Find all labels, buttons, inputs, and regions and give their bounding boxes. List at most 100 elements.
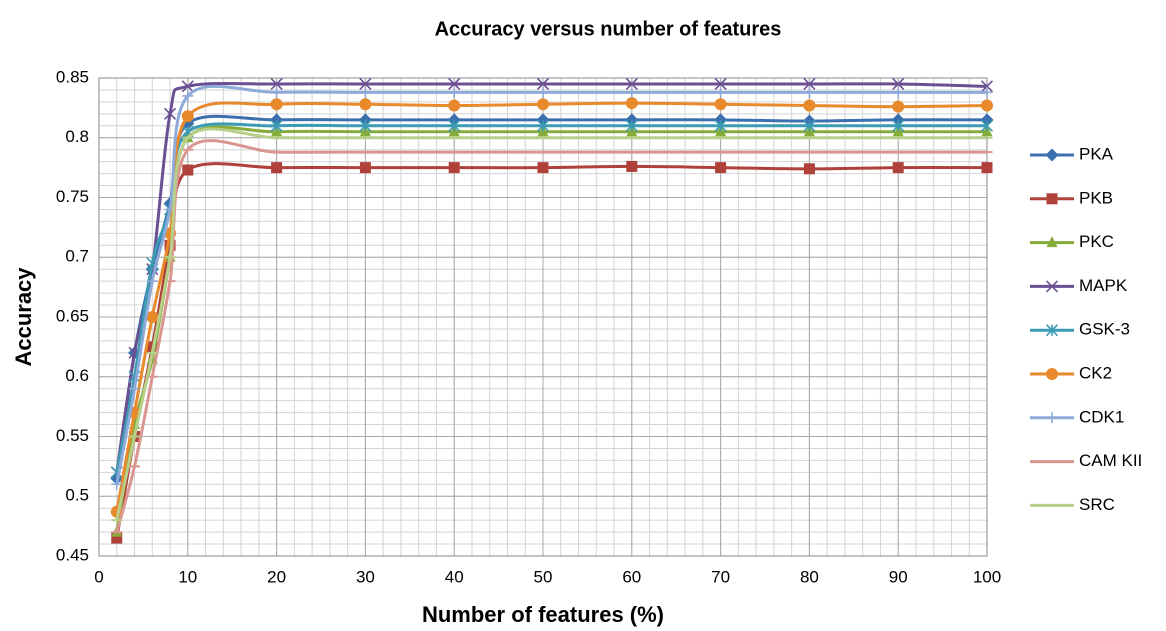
y-tick-label: 0.85 (56, 67, 89, 86)
marker (448, 77, 461, 91)
x-tick-label: 70 (711, 567, 730, 586)
y-tick-label: 0.7 (65, 247, 89, 266)
x-tick-label: 40 (445, 567, 464, 586)
marker (182, 164, 194, 176)
marker (270, 119, 283, 132)
marker (1045, 324, 1059, 337)
series-line (115, 127, 987, 521)
marker (803, 86, 815, 98)
marker (448, 119, 461, 132)
marker (625, 97, 638, 110)
marker (181, 80, 194, 93)
series-line (115, 81, 988, 473)
marker (270, 77, 283, 91)
marker (359, 119, 372, 132)
x-tick-label: 50 (534, 567, 553, 586)
marker (1046, 412, 1058, 424)
marker (359, 98, 372, 111)
marker (1046, 236, 1058, 248)
legend-label: CK2 (1079, 363, 1112, 382)
x-tick-label: 30 (356, 567, 375, 586)
y-axis-label: Accuracy (11, 267, 36, 367)
y-tick-label: 0.65 (56, 306, 89, 325)
marker (714, 98, 727, 111)
x-tick-label: 90 (889, 567, 908, 586)
legend-label: PKB (1079, 188, 1113, 207)
marker (536, 119, 550, 132)
x-tick-label: 0 (94, 567, 103, 586)
marker (537, 98, 549, 111)
marker (892, 77, 905, 91)
legend-label: MAPK (1079, 276, 1128, 295)
marker (714, 77, 727, 91)
marker (270, 98, 283, 111)
marker (715, 86, 727, 98)
marker (980, 80, 994, 93)
legend-label: CAM KII (1079, 451, 1142, 470)
series-line (115, 125, 987, 533)
marker (981, 162, 993, 174)
y-tick-label: 0.55 (56, 426, 89, 445)
marker (359, 77, 372, 91)
marker (803, 163, 815, 175)
marker (626, 160, 638, 172)
marker (182, 90, 194, 102)
series-line (115, 84, 987, 485)
legend-label: PKC (1079, 232, 1114, 251)
marker (448, 86, 460, 98)
marker (271, 162, 283, 174)
x-tick-label: 100 (973, 567, 1001, 586)
marker (892, 100, 905, 113)
marker (271, 86, 283, 98)
marker (536, 77, 550, 91)
marker (892, 119, 905, 132)
series-line (115, 122, 987, 473)
marker (981, 99, 993, 112)
marker (537, 162, 549, 174)
plot-frame (98, 77, 988, 557)
marker (111, 532, 123, 544)
marker (892, 162, 904, 174)
y-tick-label: 0.75 (56, 187, 89, 206)
marker (359, 86, 371, 98)
marker (448, 99, 461, 112)
marker (146, 275, 158, 287)
y-tick-label: 0.8 (65, 127, 89, 146)
marker (111, 478, 123, 490)
marker (981, 86, 993, 98)
marker (359, 162, 371, 174)
marker (803, 119, 816, 132)
marker (146, 311, 159, 323)
marker (1046, 368, 1058, 380)
series-line (115, 101, 988, 513)
series-line (115, 114, 988, 479)
marker (448, 162, 460, 174)
marker (1045, 280, 1059, 293)
x-tick-label: 80 (800, 567, 819, 586)
marker (1045, 148, 1059, 162)
marker (181, 110, 194, 123)
marker (715, 162, 727, 174)
legend-label: SRC (1079, 495, 1115, 514)
y-tick-label: 0.6 (65, 366, 89, 385)
x-tick-label: 10 (178, 567, 197, 586)
legend-label: CDK1 (1079, 407, 1124, 426)
marker (626, 86, 638, 98)
marker (625, 77, 638, 91)
marker (129, 383, 141, 395)
x-tick-label: 20 (267, 567, 286, 586)
x-tick-label: 60 (622, 567, 641, 586)
marker (803, 77, 816, 91)
legend-label: GSK-3 (1079, 320, 1130, 339)
marker (714, 119, 727, 132)
marker (892, 86, 904, 98)
marker (163, 107, 177, 120)
y-tick-label: 0.45 (56, 545, 89, 564)
series-line (115, 139, 987, 533)
legend-label: PKA (1079, 144, 1114, 163)
marker (980, 119, 994, 132)
marker (625, 119, 638, 132)
series-line (115, 162, 988, 539)
marker (803, 99, 816, 112)
